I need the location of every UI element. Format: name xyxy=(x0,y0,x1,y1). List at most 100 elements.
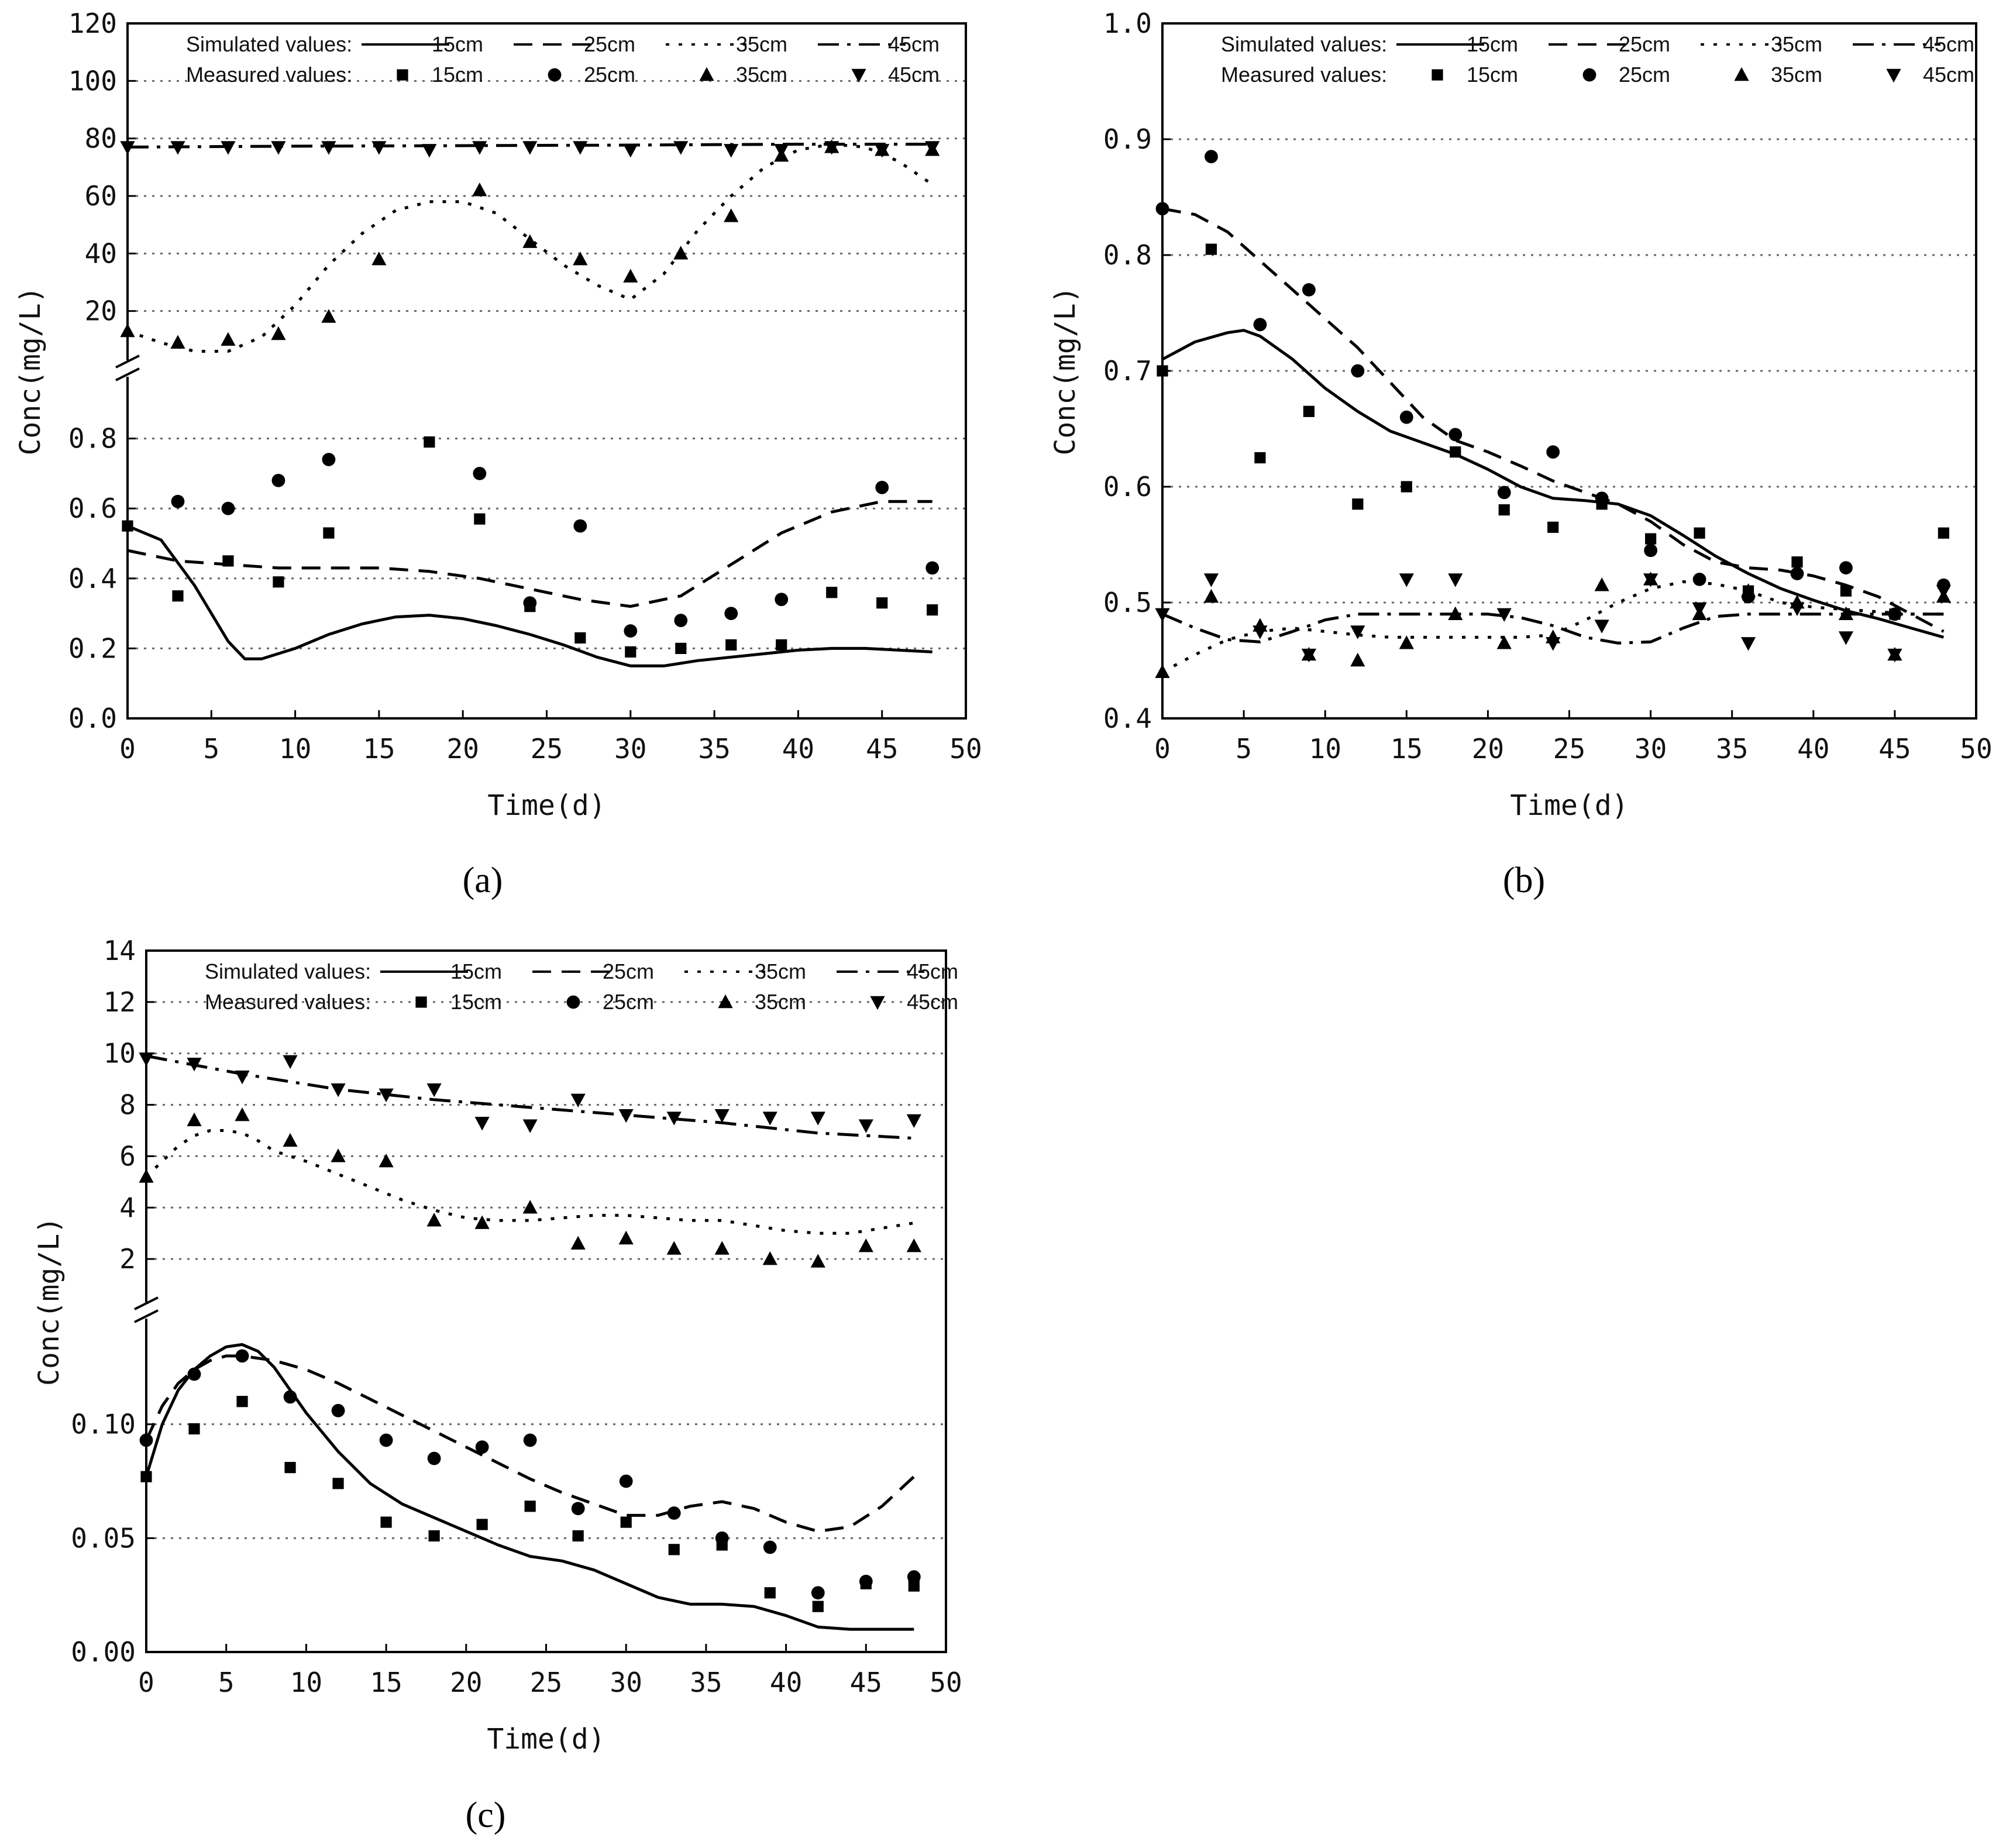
measured-point-45cm xyxy=(570,1093,586,1107)
y-tick-label: 0.8 xyxy=(1103,239,1152,271)
legend-meas-depth-15cm: 15cm xyxy=(432,63,483,87)
measured-point-25cm xyxy=(775,593,789,607)
legend-sim-depth-25cm: 25cm xyxy=(1619,32,1670,56)
measured-point-45cm xyxy=(724,144,739,158)
x-tick-label: 35 xyxy=(690,1667,722,1698)
measured-point-15cm xyxy=(1498,504,1510,516)
measured-point-15cm xyxy=(524,1501,536,1512)
measured-point-45cm xyxy=(1253,625,1268,639)
measured-point-35cm xyxy=(623,269,638,283)
chart-panel-b: 0 5 10 15 20 25 30 35 40 45 50Time(d)0.40.50.60.70… xyxy=(1049,8,1993,822)
x-tick-label: 10 xyxy=(1309,733,1341,765)
measured-point-45cm xyxy=(1155,608,1170,622)
legend-marker-25cm xyxy=(548,68,562,82)
measured-point-45cm xyxy=(666,1111,682,1126)
measured-point-25cm xyxy=(523,596,537,610)
series-15cm xyxy=(1157,243,1949,639)
measured-point-35cm xyxy=(1594,577,1609,591)
measured-point-35cm xyxy=(472,182,487,197)
y-tick-label: 120 xyxy=(68,8,117,39)
panel-label-a: (a) xyxy=(463,861,503,900)
legend-meas-depth-45cm: 45cm xyxy=(1923,63,1974,87)
measured-point-45cm xyxy=(925,141,940,155)
measured-point-25cm xyxy=(235,1349,249,1363)
measured-point-45cm xyxy=(1790,602,1805,617)
y-tick-label: 0.8 xyxy=(68,423,117,455)
measured-point-35cm xyxy=(139,1169,154,1183)
x-axis-title: Time(d) xyxy=(487,789,605,822)
gridlines xyxy=(146,1001,946,1539)
legend-marker-35cm xyxy=(1734,67,1749,81)
measured-point-45cm xyxy=(187,1058,202,1072)
measured-point-15cm xyxy=(236,1396,248,1407)
axis-break-mark xyxy=(134,1309,159,1323)
legend-meas-depth-35cm: 35cm xyxy=(736,63,787,87)
measured-point-25cm xyxy=(139,1433,153,1447)
y-tick-label: 0.05 xyxy=(71,1522,136,1554)
x-tick-label: 5 xyxy=(203,733,219,765)
measured-point-25cm xyxy=(763,1540,777,1554)
legend-measured-label: Measured values: xyxy=(186,63,352,87)
measured-point-35cm xyxy=(666,1241,682,1255)
measured-point-15cm xyxy=(1840,585,1852,597)
series-25cm xyxy=(127,453,940,638)
legend-meas-depth-15cm: 15cm xyxy=(1467,63,1518,87)
simulated-line-25cm xyxy=(127,500,933,608)
simulated-line-35cm xyxy=(145,1129,914,1235)
measured-point-25cm xyxy=(1839,561,1853,574)
measured-point-25cm xyxy=(624,624,638,638)
measured-point-35cm xyxy=(271,326,286,340)
x-axis-title: Time(d) xyxy=(1510,789,1628,822)
x-axis: 0 5 10 15 20 25 30 35 40 45 50 xyxy=(138,1644,962,1698)
measured-point-15cm xyxy=(380,1516,392,1528)
simulated-line-45cm xyxy=(1162,612,1944,645)
measured-point-25cm xyxy=(283,1390,297,1404)
measured-point-45cm xyxy=(1692,602,1707,617)
measured-point-45cm xyxy=(1496,608,1512,622)
measured-point-25cm xyxy=(667,1506,681,1520)
gridlines xyxy=(128,80,966,649)
measured-point-45cm xyxy=(472,141,487,155)
legend-meas-depth-35cm: 35cm xyxy=(755,990,806,1014)
measured-point-25cm xyxy=(571,1502,585,1516)
simulated-line-45cm xyxy=(146,1054,914,1140)
legend-sim-depth-45cm: 45cm xyxy=(907,959,958,983)
x-axis-title: Time(d) xyxy=(487,1723,605,1756)
legend: Simulated values: Measured values: 15cm 15c… xyxy=(186,32,940,87)
y-tick-label: 0.7 xyxy=(1103,355,1152,387)
measured-point-15cm xyxy=(1645,533,1657,545)
measured-point-25cm xyxy=(1692,573,1706,586)
measured-point-35cm xyxy=(371,251,387,266)
x-tick-label: 0 xyxy=(119,733,136,765)
measured-point-45cm xyxy=(1838,631,1854,645)
measured-point-45cm xyxy=(474,1117,490,1131)
measured-point-15cm xyxy=(620,1516,632,1528)
measured-point-35cm xyxy=(1740,583,1756,597)
measured-point-45cm xyxy=(875,144,890,158)
measured-point-45cm xyxy=(623,144,638,158)
measured-point-45cm xyxy=(1301,648,1316,663)
series-45cm xyxy=(139,1052,921,1140)
x-tick-label: 0 xyxy=(1154,733,1171,765)
legend-sim-depth-35cm: 35cm xyxy=(736,32,787,56)
x-tick-label: 30 xyxy=(614,733,646,765)
measured-point-15cm xyxy=(188,1423,200,1435)
y-tick-label: 0.4 xyxy=(1103,703,1152,734)
measured-point-35cm xyxy=(235,1107,250,1121)
measured-point-15cm xyxy=(826,587,838,598)
series-25cm xyxy=(139,1349,921,1600)
y-axis: 20 40 60 80 100 120 0.0 0.2 0.4 0.6 0.8 xyxy=(68,8,136,734)
measured-point-15cm xyxy=(908,1580,920,1592)
series-35cm xyxy=(120,139,940,353)
legend-sim-depth-15cm: 15cm xyxy=(432,32,483,56)
legend-sim-depth-45cm: 45cm xyxy=(888,32,940,56)
x-tick-label: 20 xyxy=(450,1667,482,1698)
measured-point-15cm xyxy=(876,597,888,609)
y-tick-label: 14 xyxy=(104,935,136,966)
legend-sim-depth-25cm: 25cm xyxy=(603,959,654,983)
measured-point-25cm xyxy=(1497,486,1511,500)
y-axis: 0.4 0.5 0.6 0.7 0.8 0.9 1.0 xyxy=(1103,8,1171,734)
x-tick-label: 40 xyxy=(782,733,814,765)
measured-point-45cm xyxy=(906,1114,921,1128)
x-tick-label: 45 xyxy=(866,733,898,765)
